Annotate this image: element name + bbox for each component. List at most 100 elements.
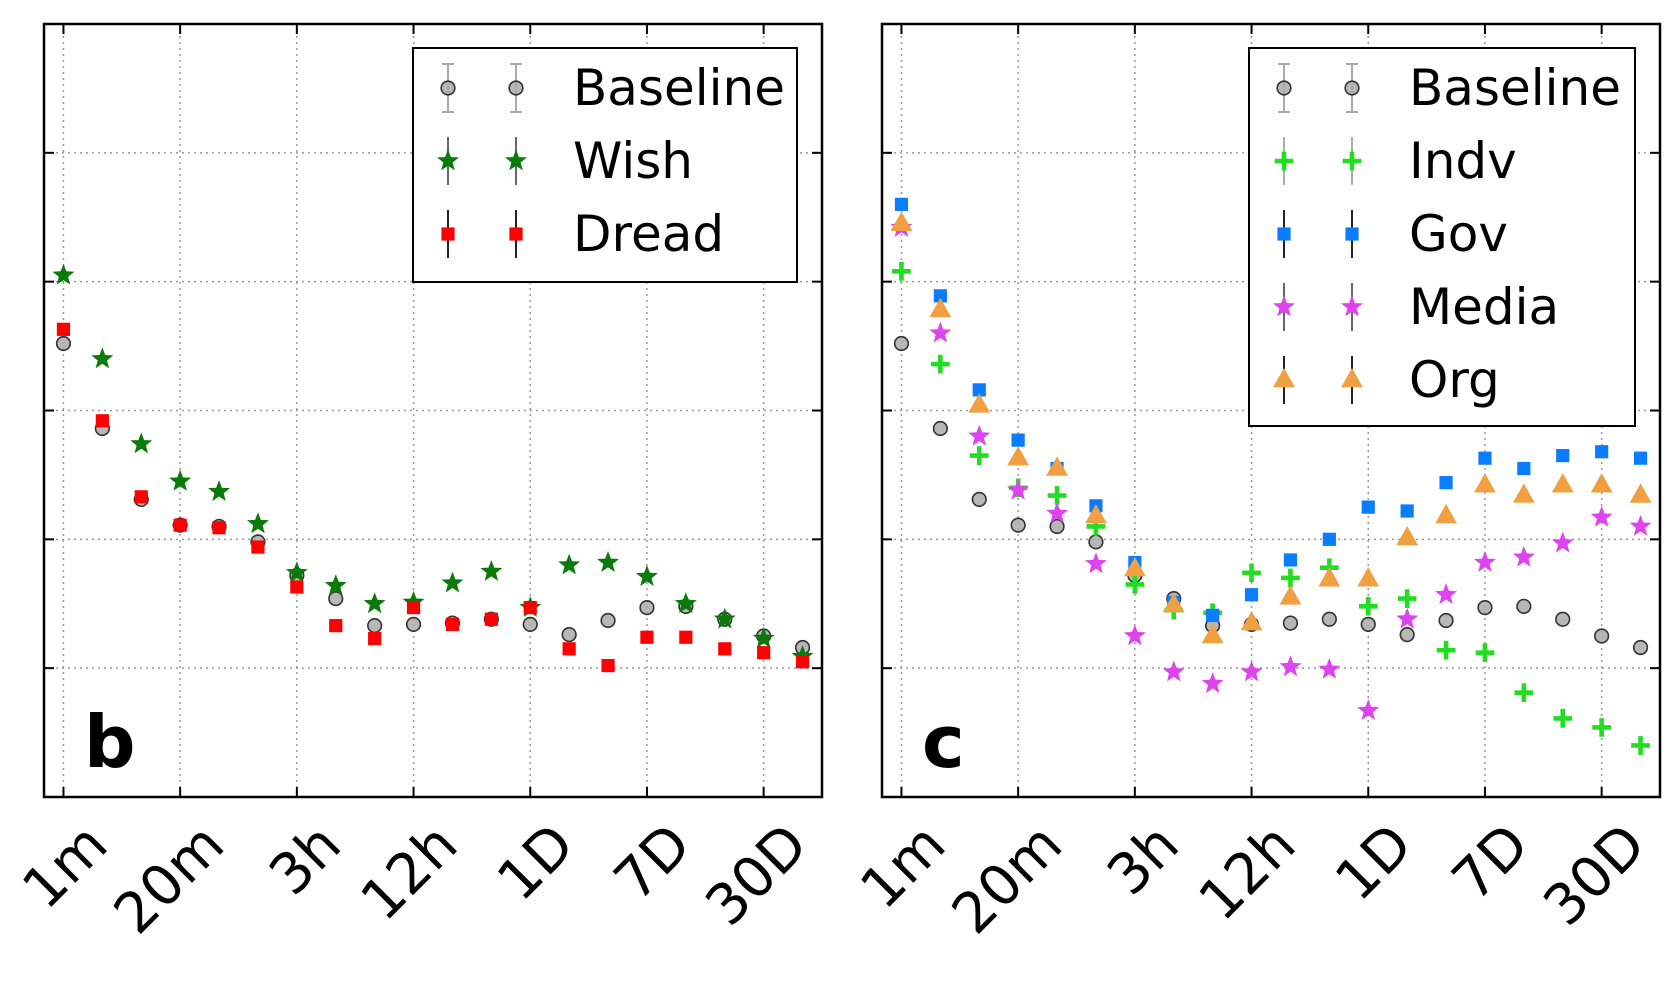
ticks [882,24,1660,797]
data-point [169,469,192,491]
data-point [795,655,810,669]
data-point [134,490,148,504]
data-point [1514,683,1534,702]
data-point [328,590,344,607]
legend: Baseline Indv Gov Media Org [1248,47,1636,427]
data-point [1123,556,1146,577]
data-point [1556,448,1570,463]
data-point [971,491,987,508]
data-point [1321,611,1337,627]
data-point [1240,610,1263,631]
legend-marker [1273,295,1295,317]
legend-marker [508,80,524,96]
data-point [752,627,775,648]
legend-marker [1341,367,1363,388]
legend-marker [437,149,459,171]
legend-label: Dread [573,205,724,263]
series-dread [56,322,810,673]
x-tick-label: 20m [940,812,1075,947]
data-point [1322,532,1336,546]
data-point [931,354,950,374]
data-point [597,551,619,572]
legend: Baseline Wish Dread [412,47,798,283]
data-point [713,607,736,629]
plot-frame [42,22,824,799]
data-point [1123,624,1146,646]
data-point [1474,551,1496,572]
data-point [1474,473,1496,493]
data-point [1512,545,1535,567]
series-baseline [55,335,811,656]
panel-label: c [922,700,965,784]
legend-label: Baseline [573,59,785,117]
data-point [1551,531,1574,553]
data-point [130,432,153,454]
data-point [1629,514,1652,536]
data-point [718,642,732,656]
data-point [1282,615,1299,631]
data-point [1049,518,1065,535]
x-tick-label: 20m [102,812,237,947]
legend-item: Media [1273,278,1559,336]
legend-item: Dread [441,205,724,263]
data-point [247,512,269,534]
legend-label: Media [1409,278,1559,336]
data-point [251,540,265,554]
data-point [1279,585,1302,605]
legend-marker [1274,151,1294,171]
data-point [173,518,187,532]
data-point [1357,567,1380,587]
x-tick-label: 7D [1440,812,1542,914]
data-point [480,560,503,581]
data-point [445,617,460,631]
legend-label: Indv [1409,132,1517,190]
data-point [1244,588,1259,602]
data-point [1242,563,1261,583]
legend-marker [441,227,455,241]
data-point [1201,623,1224,644]
data-point [56,322,71,336]
data-point [601,658,615,673]
data-point [558,553,581,575]
x-tick-label: 30D [1532,812,1659,939]
data-point [1399,627,1415,643]
data-point [894,197,909,211]
data-point [1435,583,1457,605]
legend-marker [440,80,456,96]
data-point [1396,607,1419,629]
legend-label: Baseline [1409,59,1621,117]
data-point [1007,478,1030,500]
x-tick-label: 1D [485,812,587,914]
data-point [1007,446,1030,466]
data-point [1201,672,1224,693]
data-point [1592,718,1611,737]
data-point [1281,568,1300,588]
data-point [1085,504,1107,524]
legend-marker [1344,80,1360,96]
data-point [674,592,697,614]
data-point [1516,598,1532,614]
data-point [484,612,498,626]
legend-marker [1345,227,1359,241]
data-point [1046,456,1068,476]
ticks [44,24,822,797]
data-point [52,263,75,285]
data-point [1046,502,1068,523]
data-point [1088,534,1104,550]
data-point [562,642,576,656]
data-point [893,335,910,352]
data-point [1512,483,1535,503]
data-point [1633,451,1648,465]
legend-item: Indv [1274,132,1517,190]
legend-label: Gov [1409,205,1508,263]
data-point [1283,553,1298,567]
data-point [1318,657,1341,679]
data-point [1477,599,1493,616]
data-point [1357,699,1380,720]
data-point [441,571,464,593]
data-point [1279,655,1302,677]
legend-marker [505,149,527,171]
data-point [1594,628,1610,644]
